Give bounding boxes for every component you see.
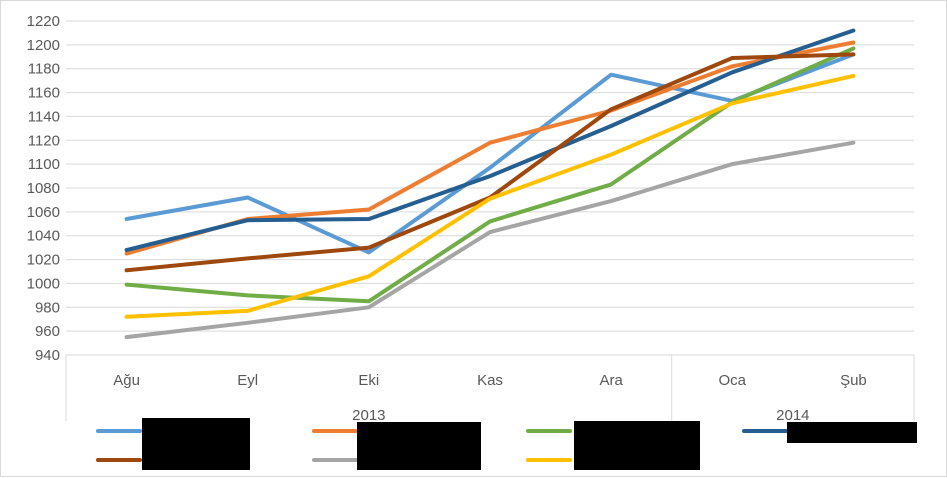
x-tick-label: Oca xyxy=(719,372,747,389)
y-tick-label: 1020 xyxy=(27,252,60,269)
x-tick-label: Ara xyxy=(599,372,623,389)
y-tick-label: 1120 xyxy=(28,132,60,149)
x-group-label: 2014 xyxy=(776,407,809,424)
x-group-label: 2013 xyxy=(352,407,385,424)
y-tick-label: 1080 xyxy=(27,180,60,197)
x-tick-label: Şub xyxy=(840,372,867,389)
series-line-4 xyxy=(124,28,856,252)
y-tick-label: 1040 xyxy=(27,228,60,245)
x-tick-label: Ağu xyxy=(113,372,140,389)
redaction-box xyxy=(574,421,700,470)
y-tick-label: 1160 xyxy=(28,85,60,102)
y-tick-label: 1060 xyxy=(27,204,60,221)
y-tick-label: 940 xyxy=(35,347,60,364)
y-tick-label: 1140 xyxy=(28,108,60,125)
x-tick-label: Kas xyxy=(477,372,503,389)
y-tick-label: 960 xyxy=(35,323,60,340)
redaction-box xyxy=(787,422,917,443)
y-tick-label: 1180 xyxy=(28,61,60,78)
series-line-6 xyxy=(124,140,856,340)
redaction-box xyxy=(357,422,481,470)
series-line-7 xyxy=(124,73,856,319)
redaction-box xyxy=(142,418,250,470)
y-tick-label: 1220 xyxy=(27,13,60,30)
x-tick-label: Eki xyxy=(358,372,379,389)
x-tick-label: Eyl xyxy=(237,372,258,389)
y-tick-label: 1100 xyxy=(28,156,60,173)
y-tick-label: 1200 xyxy=(27,37,60,54)
y-tick-label: 1000 xyxy=(27,275,60,292)
y-tick-label: 980 xyxy=(35,299,60,316)
